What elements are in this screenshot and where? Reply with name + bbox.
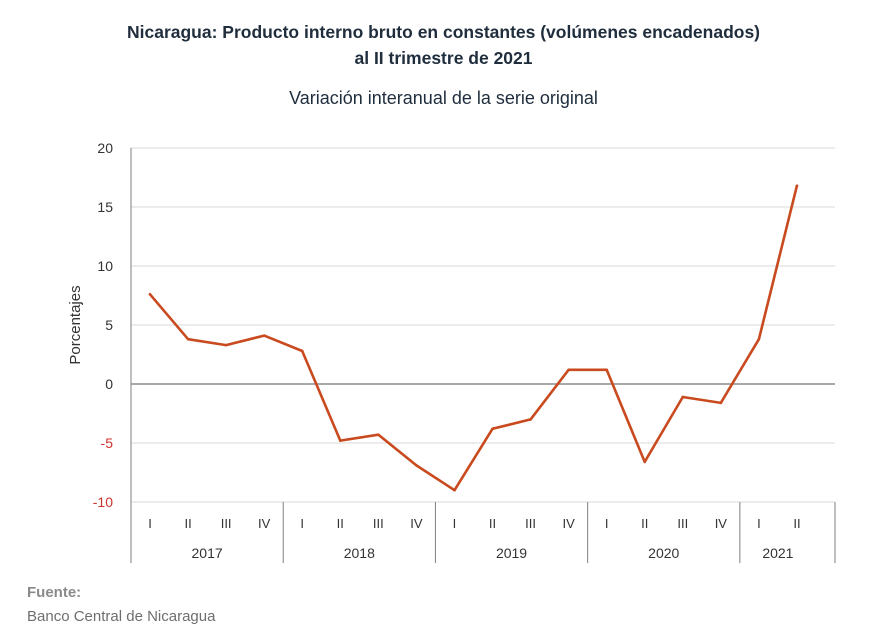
x-tick-label-quarter: I: [300, 516, 304, 531]
data-point: [148, 293, 152, 296]
x-tick-label-year: 2019: [496, 545, 527, 561]
data-point: [338, 439, 342, 442]
data-point: [377, 433, 380, 437]
y-tick-label: 20: [97, 140, 113, 156]
x-tick-label-quarter: III: [677, 516, 688, 531]
x-tick-label-quarter: III: [221, 516, 232, 531]
y-tick-label: 15: [97, 199, 113, 215]
x-tick-label-quarter: I: [453, 516, 457, 531]
x-tick-label-quarter: I: [605, 516, 609, 531]
x-tick-label-quarter: II: [184, 516, 191, 531]
x-tick-label-year: 2017: [192, 545, 223, 561]
data-point: [643, 460, 647, 464]
x-tick-label-quarter: I: [757, 516, 761, 531]
data-point: [491, 427, 494, 431]
data-point: [186, 337, 190, 341]
data-point: [567, 368, 570, 372]
x-tick-label-quarter: II: [641, 516, 648, 531]
x-tick-label-quarter: III: [525, 516, 536, 531]
chart-title-line1: Nicaragua: Producto interno bruto en con…: [126, 22, 761, 42]
chart-subtitle: Variación interanual de la serie origina…: [289, 88, 598, 108]
x-tick-label-quarter: II: [337, 516, 344, 531]
y-tick-label: -10: [93, 494, 113, 510]
x-tick-label-year: 2018: [344, 545, 375, 561]
x-tick-label-quarter: I: [148, 516, 152, 531]
series-line: [148, 184, 799, 492]
data-point: [453, 488, 456, 492]
y-tick-label: 5: [105, 317, 113, 333]
data-point: [757, 337, 761, 341]
data-point: [262, 334, 266, 337]
x-tick-label-quarter: IV: [715, 516, 728, 531]
data-point: [415, 464, 418, 467]
x-tick-label-year: 2021: [762, 545, 793, 561]
x-tick-label-quarter: IV: [258, 516, 271, 531]
data-point: [529, 418, 532, 421]
data-point: [719, 401, 723, 405]
data-point: [224, 343, 228, 347]
x-tick-label-quarter: IV: [410, 516, 423, 531]
source-text: Banco Central de Nicaragua: [27, 608, 216, 625]
data-point: [605, 368, 608, 372]
x-tick-label-quarter: IV: [562, 516, 575, 531]
y-tick-label: -5: [101, 435, 114, 451]
data-point: [795, 184, 799, 188]
x-tick-label-quarter: II: [489, 516, 496, 531]
x-tick-label-quarter: III: [373, 516, 384, 531]
source-label: Fuente:: [27, 584, 82, 601]
y-tick-label: 10: [97, 258, 113, 274]
data-point: [681, 395, 685, 399]
y-axis-label: Porcentajes: [67, 285, 84, 364]
x-tick-label-quarter: II: [793, 516, 800, 531]
chart-title-line2: al II trimestre de 2021: [354, 48, 533, 68]
x-tick-label-year: 2020: [648, 545, 679, 561]
y-tick-label: 0: [105, 376, 113, 392]
data-point: [300, 349, 304, 353]
